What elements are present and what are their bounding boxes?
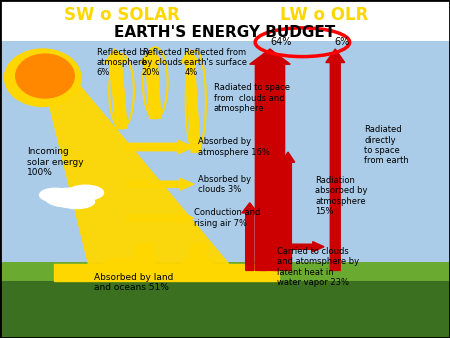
Text: 6%: 6%	[334, 37, 350, 47]
Text: Absorbed by
atmosphere 16%: Absorbed by atmosphere 16%	[198, 137, 270, 157]
Polygon shape	[184, 243, 212, 270]
Text: 64%: 64%	[270, 37, 292, 47]
Polygon shape	[274, 242, 324, 252]
Polygon shape	[281, 152, 295, 270]
Ellipse shape	[40, 188, 71, 202]
Text: Reflected from
earth's surface
4%: Reflected from earth's surface 4%	[184, 48, 248, 77]
Polygon shape	[140, 49, 163, 119]
Polygon shape	[54, 264, 279, 281]
Polygon shape	[181, 259, 215, 272]
Text: Conduction and
rising air 7%: Conduction and rising air 7%	[194, 208, 260, 228]
Polygon shape	[250, 49, 290, 270]
Polygon shape	[43, 78, 234, 270]
Polygon shape	[126, 212, 194, 224]
Ellipse shape	[45, 188, 94, 207]
Polygon shape	[270, 186, 284, 270]
Text: Absorbed by
clouds 3%: Absorbed by clouds 3%	[198, 174, 251, 194]
Text: Radiated
directly
to space
from earth: Radiated directly to space from earth	[364, 125, 409, 165]
Bar	[0, 262, 450, 281]
Circle shape	[4, 49, 81, 106]
Bar	[0, 0, 450, 41]
Polygon shape	[256, 162, 270, 270]
Polygon shape	[126, 178, 194, 190]
Text: LW o OLR: LW o OLR	[280, 6, 368, 24]
Polygon shape	[326, 49, 345, 270]
Ellipse shape	[68, 185, 104, 200]
Text: Carried to clouds
and atomsphere by
latent heat in
water vapor 23%: Carried to clouds and atomsphere by late…	[277, 247, 359, 287]
Polygon shape	[105, 49, 127, 129]
Ellipse shape	[58, 195, 94, 209]
Bar	[0, 270, 450, 338]
Bar	[0, 41, 450, 270]
Circle shape	[16, 54, 74, 98]
Polygon shape	[128, 243, 160, 270]
Text: Radiated to space
from  clouds and
atmosphere: Radiated to space from clouds and atmosp…	[214, 83, 290, 113]
Text: SW o SOLAR: SW o SOLAR	[63, 6, 180, 24]
Polygon shape	[101, 259, 142, 272]
Text: Incoming
solar energy
100%: Incoming solar energy 100%	[27, 147, 84, 177]
Text: Absorbed by land
and oceans 51%: Absorbed by land and oceans 51%	[94, 272, 174, 292]
Polygon shape	[126, 140, 194, 154]
Polygon shape	[242, 203, 257, 270]
Text: Reflected by
atmosphere
6%: Reflected by atmosphere 6%	[97, 48, 149, 77]
Text: Radiation
absorbed by
atmosphere
15%: Radiation absorbed by atmosphere 15%	[315, 176, 368, 216]
Text: Reflected
by clouds
20%: Reflected by clouds 20%	[142, 48, 182, 77]
Polygon shape	[181, 49, 200, 152]
Text: EARTH'S ENERGY BUDGET: EARTH'S ENERGY BUDGET	[114, 25, 336, 40]
